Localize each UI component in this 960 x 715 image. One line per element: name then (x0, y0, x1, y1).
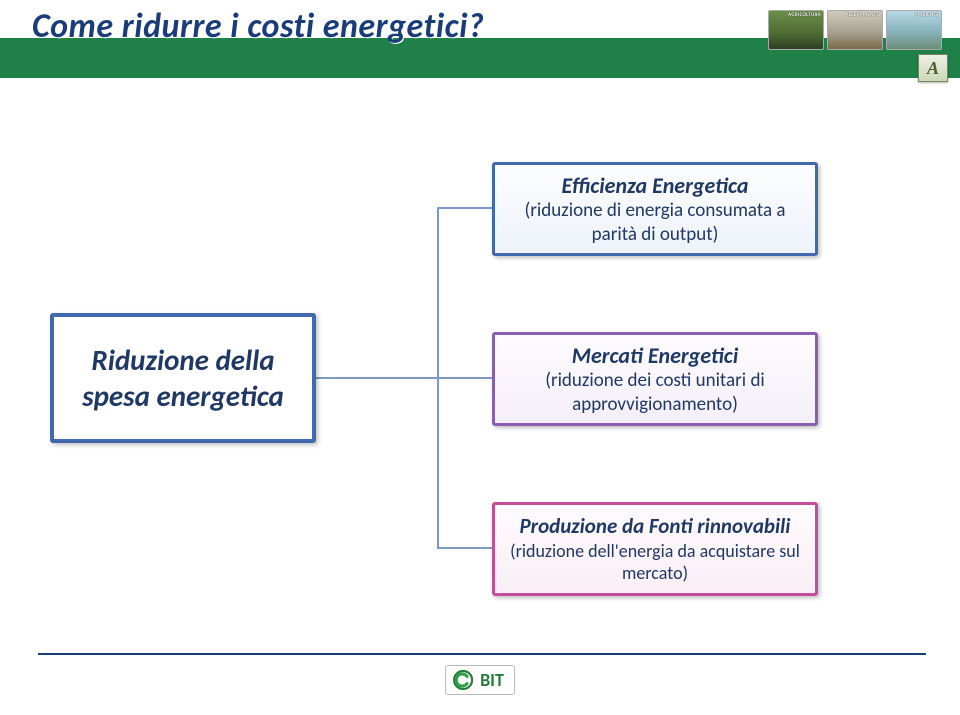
node-mercati-sub: (riduzione dei costi unitari di approvvi… (509, 369, 801, 417)
node-mercati: Mercati Energetici (riduzione dei costi … (492, 332, 818, 426)
node-efficienza: Efficienza Energetica (riduzione di ener… (492, 162, 818, 256)
node-hub-label: Riduzione della spesa energetica (68, 342, 298, 415)
node-efficienza-sub: (riduzione di energia consumata a parità… (509, 199, 801, 247)
node-produzione: Produzione da Fonti rinnovabili (riduzio… (492, 502, 818, 596)
diagram-area: Riduzione della spesa energetica Efficie… (0, 100, 960, 630)
node-efficienza-title: Efficienza Energetica (509, 172, 801, 200)
bit-text: BIT (480, 669, 504, 691)
node-mercati-title: Mercati Energetici (509, 342, 801, 370)
slide-header: Come ridurre i costi energetici? AGRICOL… (0, 0, 960, 78)
thumb-agricoltura: AGRICOLTURA (768, 10, 824, 50)
node-produzione-sub: (riduzione dell'energia da acquistare su… (509, 540, 801, 585)
thumb-allevamento: ALLEVAMENTO (827, 10, 883, 50)
node-hub: Riduzione della spesa energetica (50, 313, 316, 443)
header-badge-icon: A (918, 54, 948, 82)
thumb-ambiente: AMBIENTE (886, 10, 942, 50)
slide-title: Come ridurre i costi energetici? (32, 6, 484, 47)
node-produzione-title: Produzione da Fonti rinnovabili (509, 513, 801, 539)
footer-divider (38, 653, 926, 655)
footer-logo: BIT (445, 665, 515, 695)
thumb-strip: AGRICOLTURA ALLEVAMENTO AMBIENTE (768, 10, 942, 50)
bit-mark-icon (452, 669, 474, 691)
